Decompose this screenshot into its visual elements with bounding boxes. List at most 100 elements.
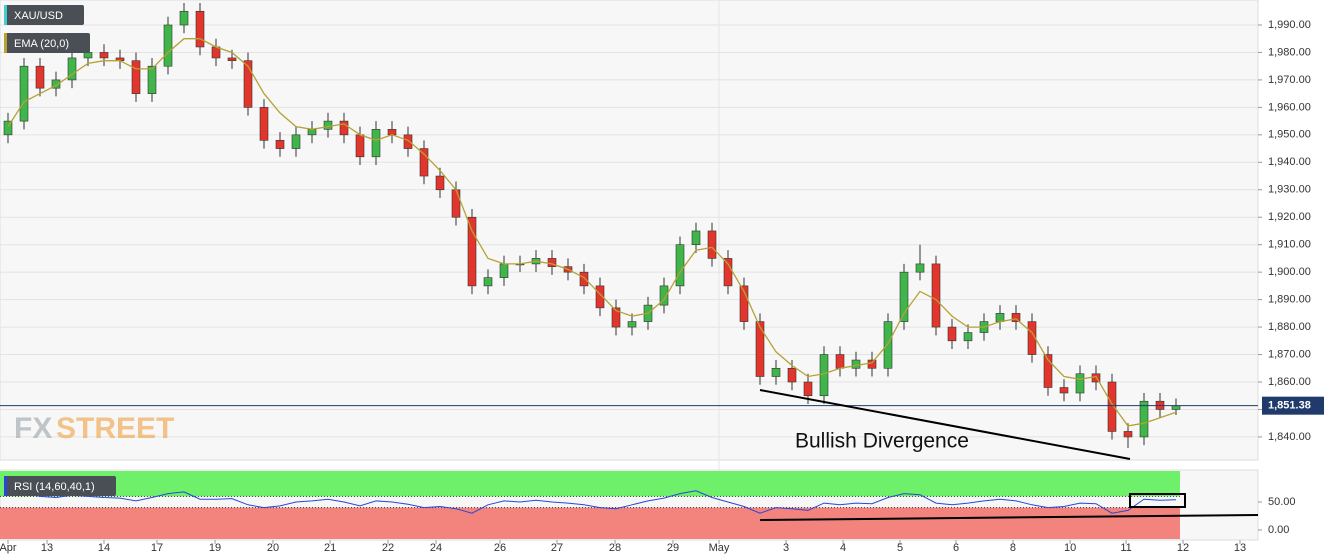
x-tick-label: 13 (1234, 542, 1246, 554)
y-tick-label: 1,910.00 (1268, 239, 1311, 251)
x-tick-label: 11 (1120, 542, 1131, 554)
candle-body (851, 359, 861, 369)
candle-body (611, 307, 621, 328)
candle-body (1091, 373, 1101, 383)
candle-body (787, 367, 797, 383)
candle-body (707, 230, 717, 259)
watermark: STREET (56, 412, 174, 445)
candle-body (1075, 373, 1085, 394)
x-tick-label: 8 (1010, 542, 1016, 554)
candle-body (963, 332, 973, 342)
x-tick-label: 27 (551, 542, 563, 554)
candle-body (35, 65, 45, 89)
candle-body (131, 60, 141, 94)
y-tick-label: 1,860.00 (1268, 376, 1311, 388)
candle-body (435, 175, 445, 191)
x-tick-label: 24 (430, 542, 442, 554)
x-tick-label: 4 (840, 542, 846, 554)
candle-body (691, 230, 701, 245)
candle-body (387, 129, 397, 136)
legend-label: RSI (14,60,40,1) (14, 481, 95, 493)
x-tick-label: 26 (494, 542, 506, 554)
candle-body (3, 120, 13, 136)
candle-body (371, 129, 381, 158)
candle-body (467, 216, 477, 287)
candle-body (803, 381, 813, 397)
y-tick-label: 1,960.00 (1268, 101, 1311, 113)
grid (0, 24, 1258, 438)
x-tick-label: 12 (1177, 542, 1189, 554)
candle-body (819, 354, 829, 397)
legend-label: EMA (20,0) (14, 38, 69, 50)
candle-body (755, 321, 765, 377)
candle-body (403, 134, 413, 149)
candle-body (19, 65, 29, 122)
candle-body (659, 285, 669, 306)
y-tick-label: 1,950.00 (1268, 129, 1311, 141)
candle-body (451, 189, 461, 218)
y-tick-label: 50.00 (1268, 496, 1296, 508)
candle-body (835, 354, 845, 369)
candle-body (483, 277, 493, 287)
y-tick-label: 1,920.00 (1268, 211, 1311, 223)
x-tick-label: 13 (41, 542, 53, 554)
candle-body (243, 60, 253, 108)
candle-body (83, 52, 93, 59)
y-tick-label: 1,900.00 (1268, 266, 1311, 278)
legend-label: XAU/USD (14, 10, 63, 22)
candle-body (307, 129, 317, 136)
x-tick-label: Apr (0, 542, 17, 554)
legend-swatch (4, 476, 7, 496)
x-tick-label: 19 (209, 542, 221, 554)
x-tick-label: 10 (1064, 542, 1076, 554)
trend-line (759, 389, 1131, 460)
legend-swatch (4, 5, 7, 25)
candle-body (275, 140, 285, 149)
x-tick-label: 22 (382, 542, 394, 554)
candle-body (899, 271, 909, 322)
candle-body (163, 24, 173, 67)
upper-zone (0, 471, 1180, 497)
price-panel (0, 0, 1259, 461)
candle-body (51, 79, 61, 89)
x-tick-label: 17 (151, 542, 163, 554)
candle-body (227, 57, 237, 61)
candle-body (355, 134, 365, 158)
x-tick-label: 14 (98, 542, 110, 554)
legend-box (4, 5, 84, 25)
candle-body (595, 285, 605, 309)
candle-body (739, 285, 749, 322)
candle-body (291, 134, 301, 149)
y-tick-label: 1,980.00 (1268, 46, 1311, 58)
legend-box (4, 476, 116, 496)
highlight-box (1129, 493, 1186, 508)
annotation: Bullish Divergence (795, 430, 969, 453)
last-price-label: 1,851.38 (1268, 400, 1311, 412)
x-tick-label: May (709, 542, 730, 554)
x-tick-label: 3 (783, 542, 789, 554)
legend-swatch (4, 33, 7, 53)
candle-body (339, 120, 349, 136)
watermark: FX (14, 412, 52, 445)
x-tick-label: 20 (267, 542, 279, 554)
trend-line (759, 514, 1259, 521)
lower-zone (0, 507, 1180, 539)
y-tick-label: 0.00 (1268, 524, 1289, 536)
candle-body (1139, 400, 1149, 438)
candle-body (867, 359, 877, 369)
plot (0, 3, 1258, 539)
candle-body (947, 326, 957, 342)
x-tick-label: 6 (953, 542, 959, 554)
y-tick-label: 1,840.00 (1268, 431, 1311, 443)
candle-body (579, 271, 589, 287)
candle-body (771, 367, 781, 377)
candle-body (915, 263, 925, 273)
last-price-box (1262, 396, 1324, 415)
candle-body (675, 244, 685, 287)
candle-body (499, 263, 509, 278)
candle-body (179, 10, 189, 26)
candle-body (195, 10, 205, 48)
y-tick-label: 1,890.00 (1268, 294, 1311, 306)
ema-line (7, 38, 1177, 427)
